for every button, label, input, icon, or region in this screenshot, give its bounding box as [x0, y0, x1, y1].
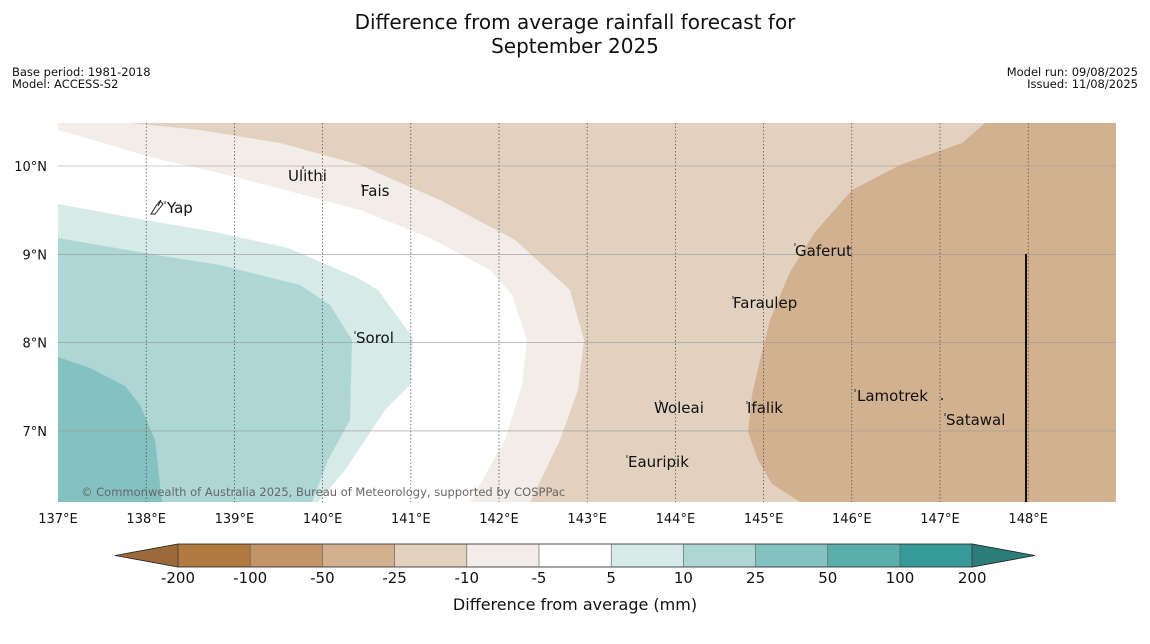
metadata-left: Base period: 1981-2018 Model: ACCESS-S2: [12, 66, 151, 90]
colorbar-tick-label: -5: [532, 569, 547, 587]
longitude-tick-label: 137°E: [38, 512, 78, 527]
colorbar-tick-label: 50: [818, 569, 837, 587]
colorbar-extend-low: [114, 543, 179, 568]
contour-band-25-to-50: [58, 357, 162, 502]
place-label-sorol: Sorol: [356, 329, 394, 347]
place-label-yap: Yap: [166, 199, 193, 217]
longitude-tick-label: 143°E: [567, 512, 607, 527]
longitude-tick-label: 140°E: [303, 512, 343, 527]
place-label-eauripik: Eauripik: [628, 453, 689, 471]
longitude-axis: 137°E 138°E 139°E 140°E 141°E 142°E 143°E 144°E…: [38, 512, 1048, 527]
colorbar-segment: [755, 544, 828, 567]
colorbar-tick-label: 10: [674, 569, 693, 587]
colorbar-segment: [827, 544, 900, 567]
metadata-right: Model run: 09/08/2025 Issued: 11/08/2025: [1007, 66, 1138, 90]
colorbar-tick-label: 200: [958, 569, 987, 587]
colorbar-tick-label: -25: [382, 569, 407, 587]
longitude-tick-label: 141°E: [391, 512, 431, 527]
latitude-tick-label: 10°N: [14, 160, 47, 175]
colorbar-tick-label: -10: [455, 569, 480, 587]
place-label-satawal: Satawal: [946, 411, 1005, 429]
colorbar-tick-label: -50: [310, 569, 335, 587]
model-run: Model run: 09/08/2025: [1006, 65, 1138, 79]
latitude-tick-label: 9°N: [23, 248, 48, 263]
place-labels: Ulithi Fais Yap Gaferut Faraulep Sorol Lamotre…: [164, 166, 1005, 471]
issued-date: Issued: 11/08/2025: [1027, 77, 1138, 91]
colorbar-segment: [900, 544, 973, 567]
base-period: Base period: 1981-2018: [12, 65, 151, 79]
latitude-axis: 10°N 9°N 8°N 7°N: [14, 160, 47, 440]
colorbar-segment: [539, 544, 612, 567]
colorbar-segment: [611, 544, 684, 567]
colorbar-segment: [178, 544, 251, 567]
longitude-tick-label: 139°E: [215, 512, 255, 527]
chart-title-line-1: Difference from average rainfall forecas…: [354, 10, 796, 34]
colorbar-segment: [683, 544, 756, 567]
colorbar-segment: [466, 544, 539, 567]
place-label-gaferut: Gaferut: [795, 242, 852, 260]
place-label-lamotrek: Lamotrek: [857, 387, 928, 405]
longitude-tick-label: 138°E: [126, 512, 166, 527]
latitude-tick-label: 8°N: [23, 337, 48, 352]
place-label-woleai: Woleai: [654, 399, 704, 417]
longitude-tick-label: 142°E: [479, 512, 519, 527]
colorbar-segment: [322, 544, 395, 567]
colorbar-tick-label: 25: [746, 569, 765, 587]
colorbar-tick-label: -200: [161, 569, 195, 587]
contour-band-minus-50-to-minus-25: [748, 123, 1116, 502]
chart-title-line-2: September 2025: [491, 34, 659, 58]
longitude-tick-label: 148°E: [1008, 512, 1048, 527]
place-label-ulithi: Ulithi: [288, 167, 327, 185]
colorbar-legend: -200 -100 -50 -25 -10 -5 5 10 25 50 100 200: [114, 543, 1036, 587]
graticule: [58, 123, 1116, 502]
place-label-faraulep: Faraulep: [733, 294, 797, 312]
colorbar-segment: [394, 544, 467, 567]
longitude-tick-label: 147°E: [920, 512, 960, 527]
place-label-fais: Fais: [361, 182, 390, 200]
colorbar-tick-label: 100: [886, 569, 915, 587]
colorbar-tick-label: 5: [606, 569, 616, 587]
longitude-tick-label: 144°E: [656, 512, 696, 527]
place-label-ifalik: Ifalik: [747, 399, 783, 417]
colorbar-segment: [250, 544, 323, 567]
islet-dot: [941, 398, 943, 400]
model-name: Model: ACCESS-S2: [12, 77, 119, 91]
colorbar-tick-label: -100: [233, 569, 267, 587]
latitude-tick-label: 7°N: [23, 425, 48, 440]
longitude-tick-label: 145°E: [744, 512, 784, 527]
longitude-tick-label: 146°E: [832, 512, 872, 527]
yap-island-shape: [150, 199, 164, 215]
copyright-notice: © Commonwealth of Australia 2025, Bureau…: [81, 485, 565, 499]
legend-label: Difference from average (mm): [453, 595, 697, 614]
colorbar-extend-high: [971, 543, 1036, 568]
